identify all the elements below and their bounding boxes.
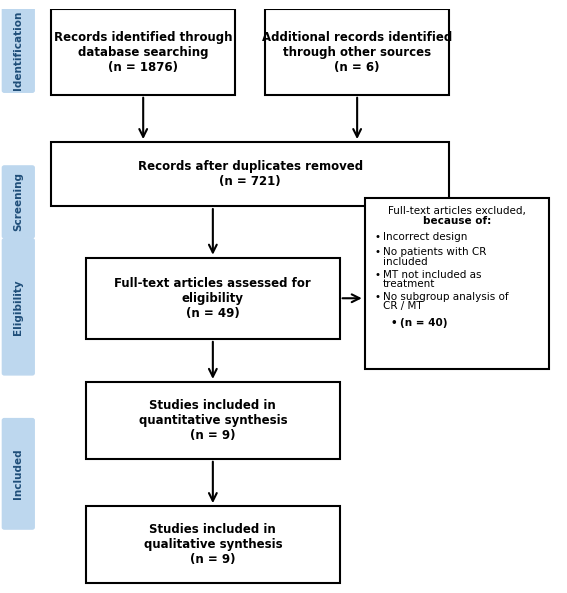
Text: Studies included in
quantitative synthesis
(n = 9): Studies included in quantitative synthes… — [138, 399, 287, 442]
Text: Studies included in
qualitative synthesis
(n = 9): Studies included in qualitative synthesi… — [143, 523, 282, 566]
Text: because of:: because of: — [422, 216, 491, 227]
Text: •: • — [375, 270, 380, 279]
Text: Records identified through
database searching
(n = 1876): Records identified through database sear… — [54, 30, 232, 74]
Bar — [51, 9, 235, 95]
Text: included: included — [383, 257, 427, 267]
Text: •: • — [391, 318, 397, 329]
Text: Incorrect design: Incorrect design — [383, 232, 467, 242]
Text: Full-text articles excluded,: Full-text articles excluded, — [388, 206, 526, 216]
Text: Full-text articles assessed for
eligibility
(n = 49): Full-text articles assessed for eligibil… — [115, 277, 311, 320]
Text: MT not included as: MT not included as — [383, 270, 481, 279]
Text: CR / MT: CR / MT — [383, 301, 422, 311]
Text: Screening: Screening — [13, 173, 23, 231]
FancyBboxPatch shape — [2, 8, 34, 93]
Bar — [86, 257, 340, 339]
Text: •: • — [375, 292, 380, 302]
Text: No patients with CR: No patients with CR — [383, 247, 486, 257]
Text: •: • — [375, 247, 380, 257]
Text: treatment: treatment — [383, 279, 435, 289]
Text: Additional records identified
through other sources
(n = 6): Additional records identified through ot… — [262, 30, 452, 74]
Text: Eligibility: Eligibility — [13, 279, 23, 334]
Bar — [86, 382, 340, 459]
Text: Records after duplicates removed
(n = 721): Records after duplicates removed (n = 72… — [138, 160, 363, 188]
Text: •: • — [375, 232, 380, 242]
Text: Identification: Identification — [13, 10, 23, 90]
FancyBboxPatch shape — [2, 239, 34, 375]
Bar — [365, 197, 549, 369]
Text: (n = 40): (n = 40) — [400, 318, 448, 329]
Text: Included: Included — [13, 448, 23, 499]
Bar — [265, 9, 449, 95]
FancyBboxPatch shape — [2, 166, 34, 238]
Text: No subgroup analysis of: No subgroup analysis of — [383, 292, 508, 302]
Bar — [86, 506, 340, 583]
Bar — [51, 142, 449, 206]
FancyBboxPatch shape — [2, 419, 34, 529]
